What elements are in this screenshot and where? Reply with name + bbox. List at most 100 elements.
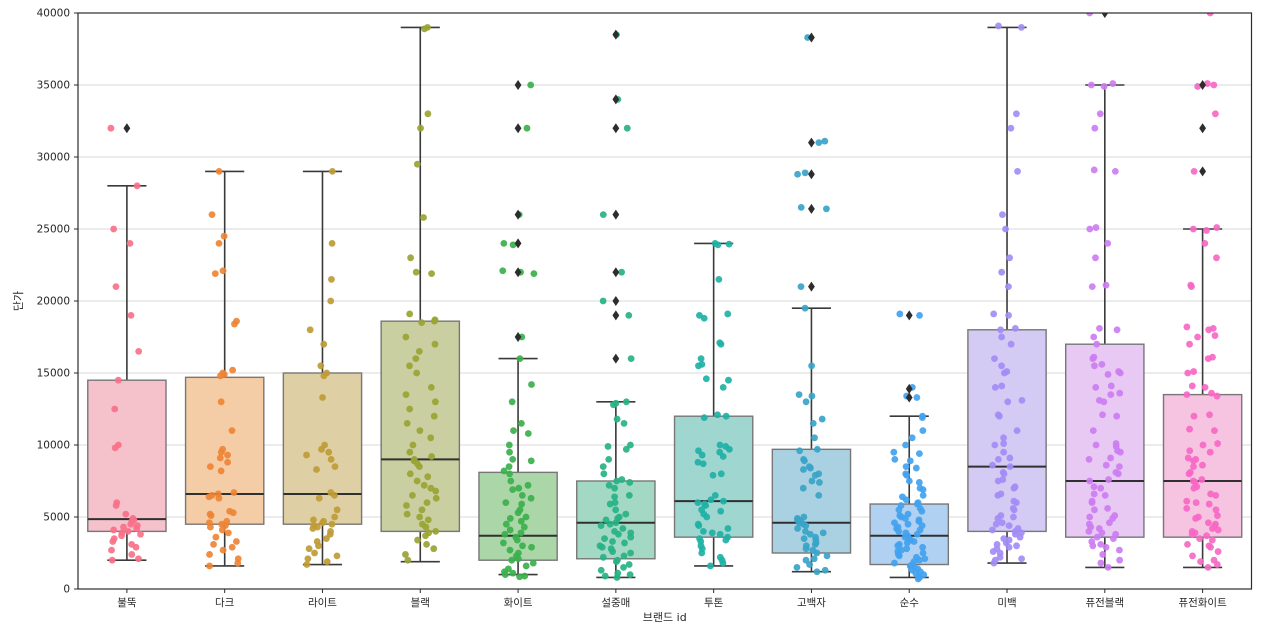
strip-point [1097, 540, 1105, 548]
outlier-diamond [1199, 80, 1207, 90]
strip-point [224, 458, 232, 466]
strip-point [509, 456, 517, 463]
strip-point [232, 538, 240, 545]
strip-point [412, 268, 420, 276]
strip-point [619, 525, 627, 532]
strip-point [1183, 391, 1191, 398]
strip-point [1092, 254, 1099, 262]
strip-point [507, 477, 515, 485]
box-group-다크 [184, 168, 265, 570]
strip-point [1100, 398, 1108, 406]
strip-point [207, 512, 215, 519]
strip-point [694, 499, 702, 506]
strip-point [709, 471, 717, 479]
x-tick-label: 투톤 [704, 597, 724, 609]
strip-point [1090, 483, 1098, 491]
strip-point [424, 516, 432, 524]
strip-point [1214, 548, 1222, 555]
strip-point [1014, 168, 1021, 175]
strip-point [432, 487, 440, 495]
strip-point [509, 486, 517, 494]
y-tick-label: 25000 [37, 224, 70, 236]
outlier-diamond [808, 203, 815, 214]
strip-point [1007, 124, 1015, 132]
strip-point [1213, 392, 1221, 400]
strip-point [618, 268, 625, 276]
strip-point [1098, 360, 1106, 368]
strip-point [1194, 83, 1202, 90]
strip-point [1091, 362, 1098, 370]
strip-point [998, 382, 1006, 390]
strip-point [219, 546, 227, 554]
strip-point [1000, 369, 1008, 377]
strip-point [1204, 355, 1212, 362]
strip-point [1198, 476, 1206, 483]
strip-point [216, 454, 224, 462]
strip-point [424, 110, 432, 118]
outlier-diamond [514, 332, 522, 342]
strip-point [1017, 24, 1025, 31]
strip-point [528, 381, 535, 388]
strip-point [1212, 110, 1219, 118]
strip-point [1115, 463, 1123, 470]
strip-point [517, 517, 525, 525]
strip-point [508, 556, 516, 564]
x-tick-label: 화이트 [504, 597, 533, 609]
strip-points [694, 240, 733, 570]
strip-point [424, 473, 432, 481]
strip-point [622, 445, 630, 453]
strip-point [1113, 326, 1121, 334]
strip-point [1002, 225, 1009, 233]
strip-point [711, 492, 719, 499]
strip-point [1013, 427, 1021, 434]
strip-point [915, 479, 923, 486]
strip-point [1189, 225, 1197, 233]
strip-point [420, 214, 427, 221]
strip-point [1006, 254, 1013, 262]
strip-point [500, 467, 508, 475]
strip-point [811, 540, 819, 548]
strip-point [714, 241, 722, 249]
strip-point [408, 492, 416, 499]
strip-point [627, 441, 634, 449]
outlier-diamond [612, 310, 620, 321]
strip-point [995, 22, 1002, 30]
strip-point [700, 414, 708, 422]
strip-point [802, 522, 810, 530]
strip-point [823, 552, 831, 560]
strip-point [1190, 168, 1198, 175]
strip-point [998, 519, 1006, 527]
strip-point [1199, 461, 1206, 469]
x-tick-label: 퓨전화이트 [1178, 597, 1227, 609]
strip-point [1188, 382, 1196, 390]
strip-point [895, 552, 903, 560]
strip-point [406, 470, 414, 478]
strip-point [994, 477, 1002, 485]
strip-point [505, 441, 513, 449]
strip-point [802, 545, 810, 553]
strip-point [124, 528, 132, 535]
strip-point [991, 384, 999, 391]
strip-point [219, 267, 227, 275]
strip-point [1201, 240, 1209, 247]
outlier-diamond [123, 123, 131, 134]
y-tick-label: 10000 [37, 440, 70, 452]
strip-point [327, 297, 335, 305]
strip-point [1190, 457, 1197, 465]
strip-point [325, 448, 333, 456]
strip-point [418, 506, 426, 514]
outlier-diamond [1199, 166, 1207, 177]
x-tick-label: 라이트 [308, 597, 337, 609]
strip-point [1116, 556, 1124, 564]
strip-point [217, 398, 225, 406]
strip-point [1207, 543, 1214, 551]
strip-point [502, 520, 510, 528]
strip-point [623, 124, 631, 132]
strip-point [722, 412, 730, 420]
box-group-순수 [869, 310, 950, 583]
strip-point [333, 506, 341, 514]
strip-point [601, 535, 608, 542]
strip-point [218, 526, 226, 534]
strip-point [627, 355, 635, 362]
strip-point [1104, 240, 1112, 247]
